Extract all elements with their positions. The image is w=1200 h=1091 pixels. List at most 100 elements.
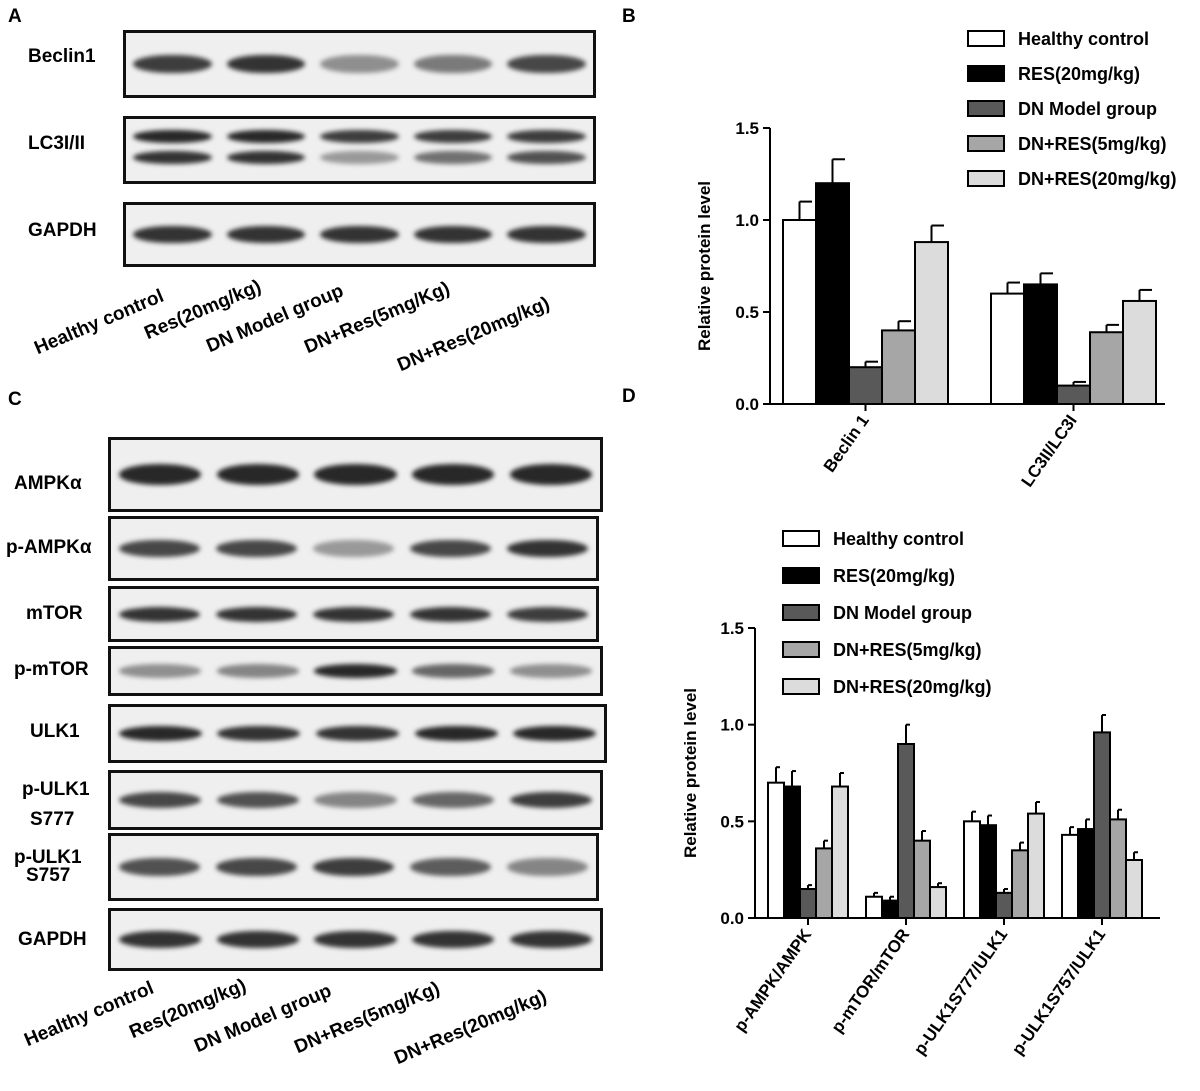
blot-band bbox=[118, 791, 201, 809]
blot-band bbox=[412, 464, 495, 485]
legend-swatch bbox=[967, 30, 1005, 47]
blot-band bbox=[413, 225, 493, 244]
bar bbox=[881, 899, 899, 919]
legend-label: DN+RES(5mg/kg) bbox=[1018, 134, 1167, 154]
blot-band bbox=[118, 664, 201, 678]
y-tick-label: 1.0 bbox=[735, 211, 759, 230]
blot-band bbox=[226, 225, 306, 244]
y-axis-label: Relative protein level bbox=[695, 181, 714, 351]
blot-row-mtor bbox=[108, 586, 599, 642]
legend-label: DN+RES(20mg/kg) bbox=[1018, 169, 1177, 189]
blot-band bbox=[409, 606, 492, 622]
blot-band bbox=[226, 129, 306, 144]
legend-label: Healthy control bbox=[833, 529, 964, 549]
bar bbox=[1093, 731, 1111, 920]
bar bbox=[913, 839, 931, 920]
blot-band bbox=[216, 464, 299, 485]
legend-swatch bbox=[967, 135, 1005, 152]
blot-band bbox=[510, 930, 593, 949]
bar bbox=[990, 292, 1025, 406]
blot-band bbox=[409, 857, 492, 877]
blot-band bbox=[412, 791, 495, 809]
blot-band bbox=[510, 464, 593, 485]
panel-letter-d: D bbox=[622, 386, 636, 407]
legend-swatch bbox=[782, 678, 820, 695]
blot-label-s757: S757 bbox=[26, 865, 71, 886]
bar-chart-d: Healthy control RES(20mg/kg) DN Model grou… bbox=[681, 529, 1160, 1059]
bar bbox=[1109, 818, 1127, 920]
blot-band bbox=[314, 464, 397, 485]
blot-row-ampka bbox=[108, 437, 603, 512]
blot-band bbox=[133, 150, 212, 165]
blot-band bbox=[215, 857, 298, 877]
blot-row-p-ulk1-s777 bbox=[108, 770, 603, 830]
bar bbox=[1077, 828, 1095, 919]
blot-row-p-mtor bbox=[108, 646, 603, 696]
legend-swatch bbox=[967, 100, 1005, 117]
y-tick-label: 0.5 bbox=[735, 303, 759, 322]
blot-band bbox=[226, 150, 306, 165]
blot-band bbox=[413, 129, 493, 144]
blot-band bbox=[510, 791, 593, 809]
blot-row-p-ulk1-s757 bbox=[108, 833, 599, 901]
blot-label-p-mtor: p-mTOR bbox=[14, 659, 89, 680]
blot-band bbox=[312, 857, 395, 877]
legend-label: DN Model group bbox=[833, 603, 972, 623]
y-tick-label: 0.0 bbox=[720, 909, 744, 928]
blot-band bbox=[513, 725, 597, 742]
blot-band bbox=[507, 129, 586, 144]
blot-band bbox=[414, 725, 498, 742]
blot-label-gapdh-c: GAPDH bbox=[18, 929, 87, 950]
blot-label-gapdh-a: GAPDH bbox=[28, 220, 97, 241]
blot-row-ulk1 bbox=[108, 704, 607, 763]
x-tick-label: p-ULK1S777/ULK1 bbox=[910, 925, 1011, 1058]
blot-band bbox=[507, 54, 586, 74]
blot-band bbox=[320, 225, 399, 244]
x-tick-label: p-AMPK/AMPK bbox=[730, 925, 815, 1036]
legend-label: RES(20mg/kg) bbox=[1018, 64, 1140, 84]
blot-band bbox=[118, 539, 201, 558]
blot-band bbox=[226, 54, 306, 74]
panel-letter-b: B bbox=[622, 6, 636, 27]
bar bbox=[767, 781, 785, 920]
x-tick-label: p-mTOR/mTOR bbox=[828, 925, 914, 1036]
blot-row-gapdh-c bbox=[108, 908, 603, 971]
bar bbox=[783, 785, 801, 919]
bar bbox=[1122, 299, 1157, 405]
blot-band bbox=[133, 129, 212, 144]
blot-band bbox=[133, 225, 212, 244]
y-tick-label: 1.5 bbox=[735, 119, 759, 138]
blot-row-beclin1 bbox=[123, 30, 596, 98]
y-tick-label: 1.0 bbox=[720, 716, 744, 735]
legend-swatch bbox=[782, 604, 820, 621]
blot-band bbox=[216, 791, 299, 809]
blot-band bbox=[118, 606, 201, 622]
y-tick-label: 0.5 bbox=[720, 812, 744, 831]
blot-row-p-ampka bbox=[108, 516, 599, 581]
blot-band bbox=[216, 930, 299, 949]
blot-band bbox=[506, 606, 589, 622]
blot-band bbox=[118, 725, 202, 742]
bar bbox=[1061, 833, 1079, 919]
blot-band bbox=[217, 725, 301, 742]
bar bbox=[815, 847, 833, 920]
panel-letter-a: A bbox=[8, 6, 22, 27]
legend-label: DN Model group bbox=[1018, 99, 1157, 119]
blot-band bbox=[320, 129, 399, 144]
legend-swatch bbox=[782, 530, 820, 547]
blot-band bbox=[118, 857, 201, 877]
blot-band bbox=[312, 606, 395, 622]
blot-band bbox=[412, 930, 495, 949]
blot-band bbox=[314, 930, 397, 949]
legend-label: RES(20mg/kg) bbox=[833, 566, 955, 586]
blot-band bbox=[320, 150, 399, 165]
legend-label: DN+RES(5mg/kg) bbox=[833, 640, 982, 660]
bar bbox=[1023, 283, 1058, 405]
blot-band bbox=[412, 664, 495, 678]
blot-label-s777: S777 bbox=[30, 809, 75, 830]
x-tick-label: p-ULK1S757/ULK1 bbox=[1008, 925, 1109, 1058]
y-tick-label: 0.0 bbox=[735, 395, 759, 414]
blot-label-p-ulk1-s777: p-ULK1 bbox=[22, 779, 90, 800]
blot-band bbox=[413, 150, 493, 165]
blot-band bbox=[320, 54, 399, 74]
